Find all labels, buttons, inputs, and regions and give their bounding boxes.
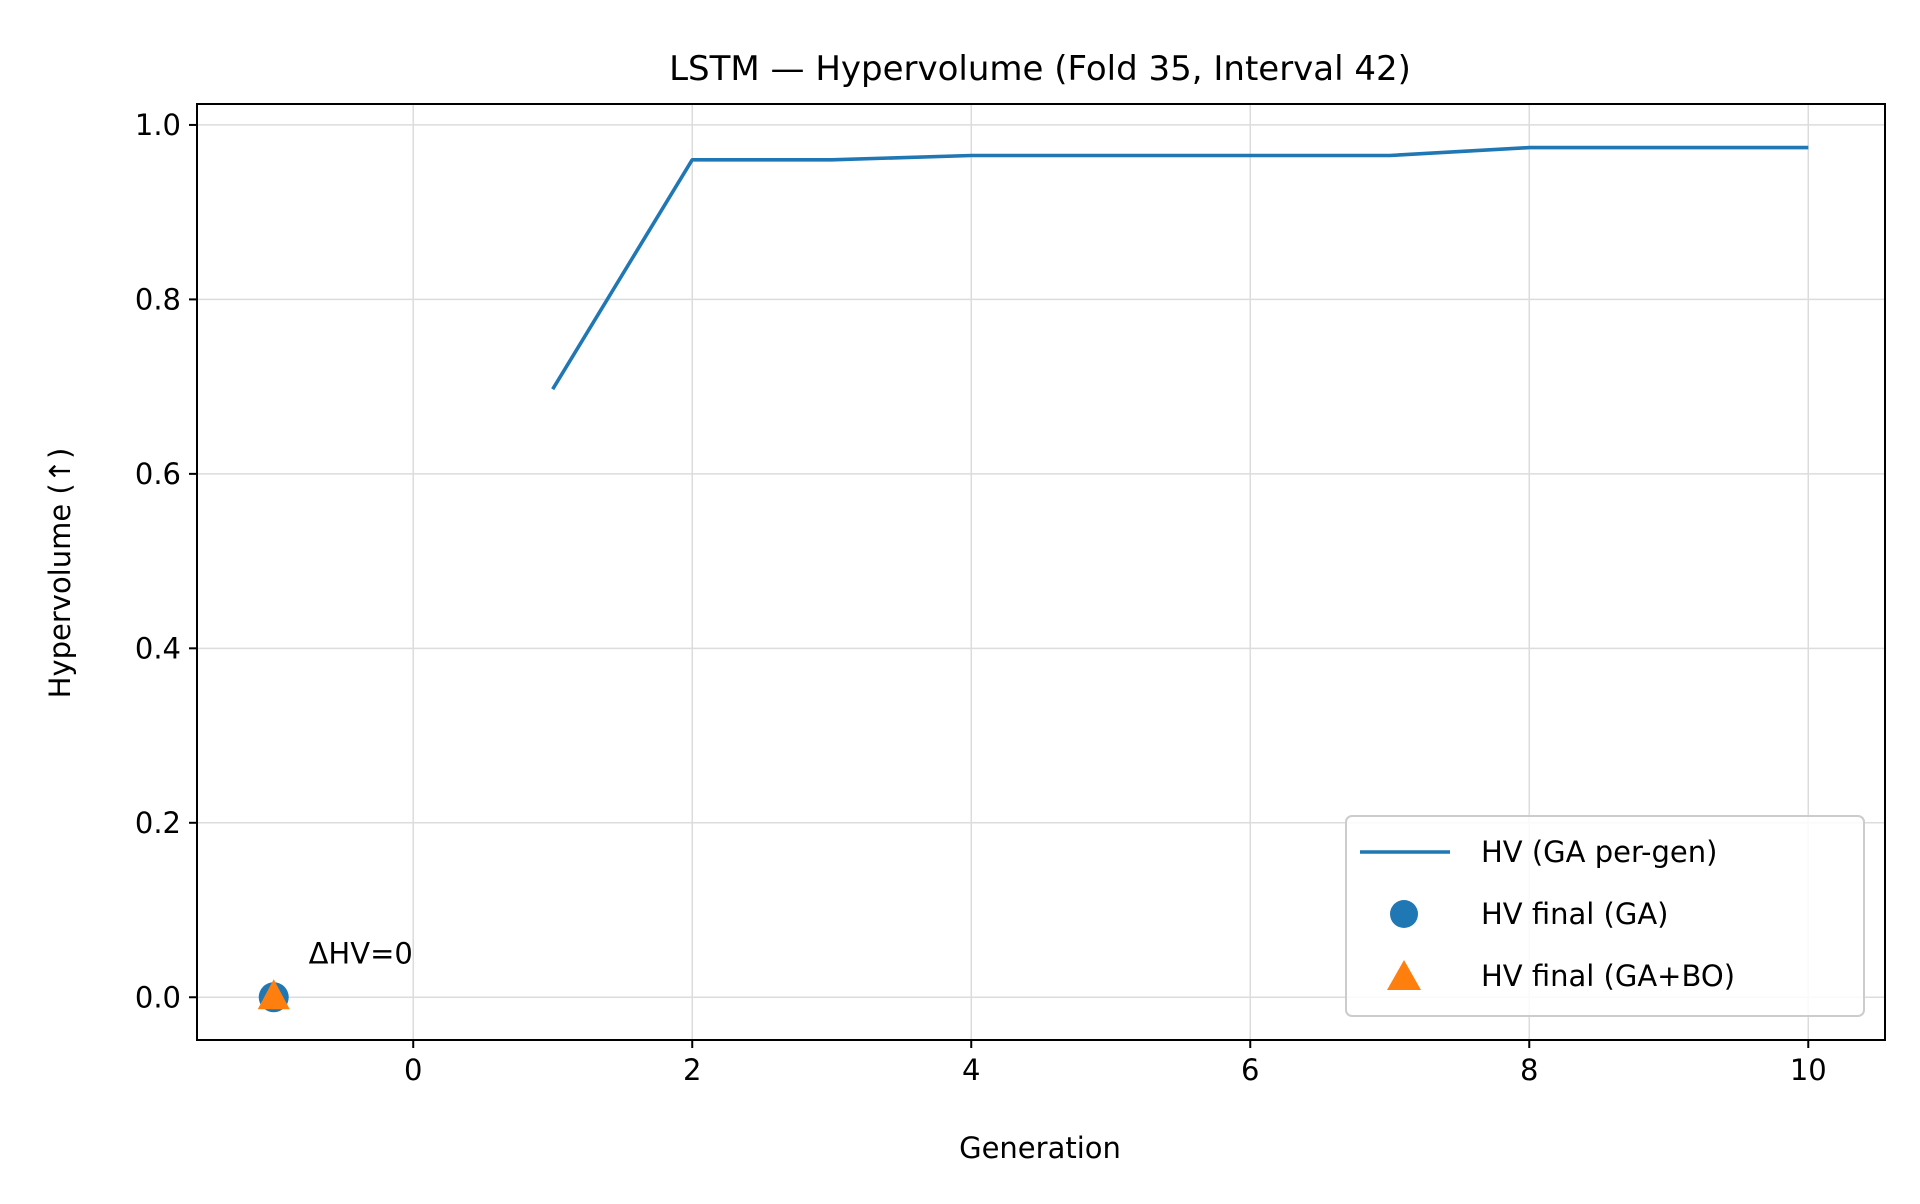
axes: 0 2 4 6 8 10 0.0 0.2 0.4 0.6 0.8 1.0: [135, 103, 1886, 1087]
legend-swatch-triangle: [1387, 960, 1421, 990]
x-axis-label: Generation: [959, 1131, 1121, 1165]
legend-swatch-circle: [1390, 900, 1418, 928]
scatter-point-triangle: [257, 979, 290, 1010]
x-tick-label: 6: [1241, 1053, 1259, 1087]
y-tick-label: 0.6: [135, 457, 181, 491]
y-tick-label: 0.0: [135, 980, 181, 1014]
grid: [197, 104, 1885, 1040]
legend-label: HV final (GA+BO): [1481, 959, 1735, 993]
chart-title: LSTM — Hypervolume (Fold 35, Interval 42…: [669, 49, 1411, 89]
y-tick-label: 0.2: [135, 806, 181, 840]
x-tick-label: 8: [1520, 1053, 1538, 1087]
y-tick-label: 1.0: [135, 108, 181, 142]
plot-frame: [196, 103, 1886, 1041]
y-axis-label: Hypervolume (↑): [43, 448, 77, 699]
plot-data: ΔHV=0: [257, 145, 1809, 1013]
legend-label: HV final (GA): [1481, 897, 1669, 931]
y-tick-label: 0.4: [135, 631, 181, 665]
x-tick-label: 4: [962, 1053, 980, 1087]
series-line: [551, 145, 1809, 391]
legend-label: HV (GA per-gen): [1481, 835, 1717, 869]
x-tick-label: 0: [404, 1053, 422, 1087]
legend: HV (GA per-gen) HV final (GA) HV final (GA…: [1345, 815, 1865, 1017]
annotation-text: ΔHV=0: [309, 937, 413, 971]
legend-box: [1345, 815, 1865, 1017]
x-tick-label: 10: [1790, 1053, 1827, 1087]
y-tick-label: 0.8: [135, 282, 181, 316]
x-tick-label: 2: [683, 1053, 701, 1087]
